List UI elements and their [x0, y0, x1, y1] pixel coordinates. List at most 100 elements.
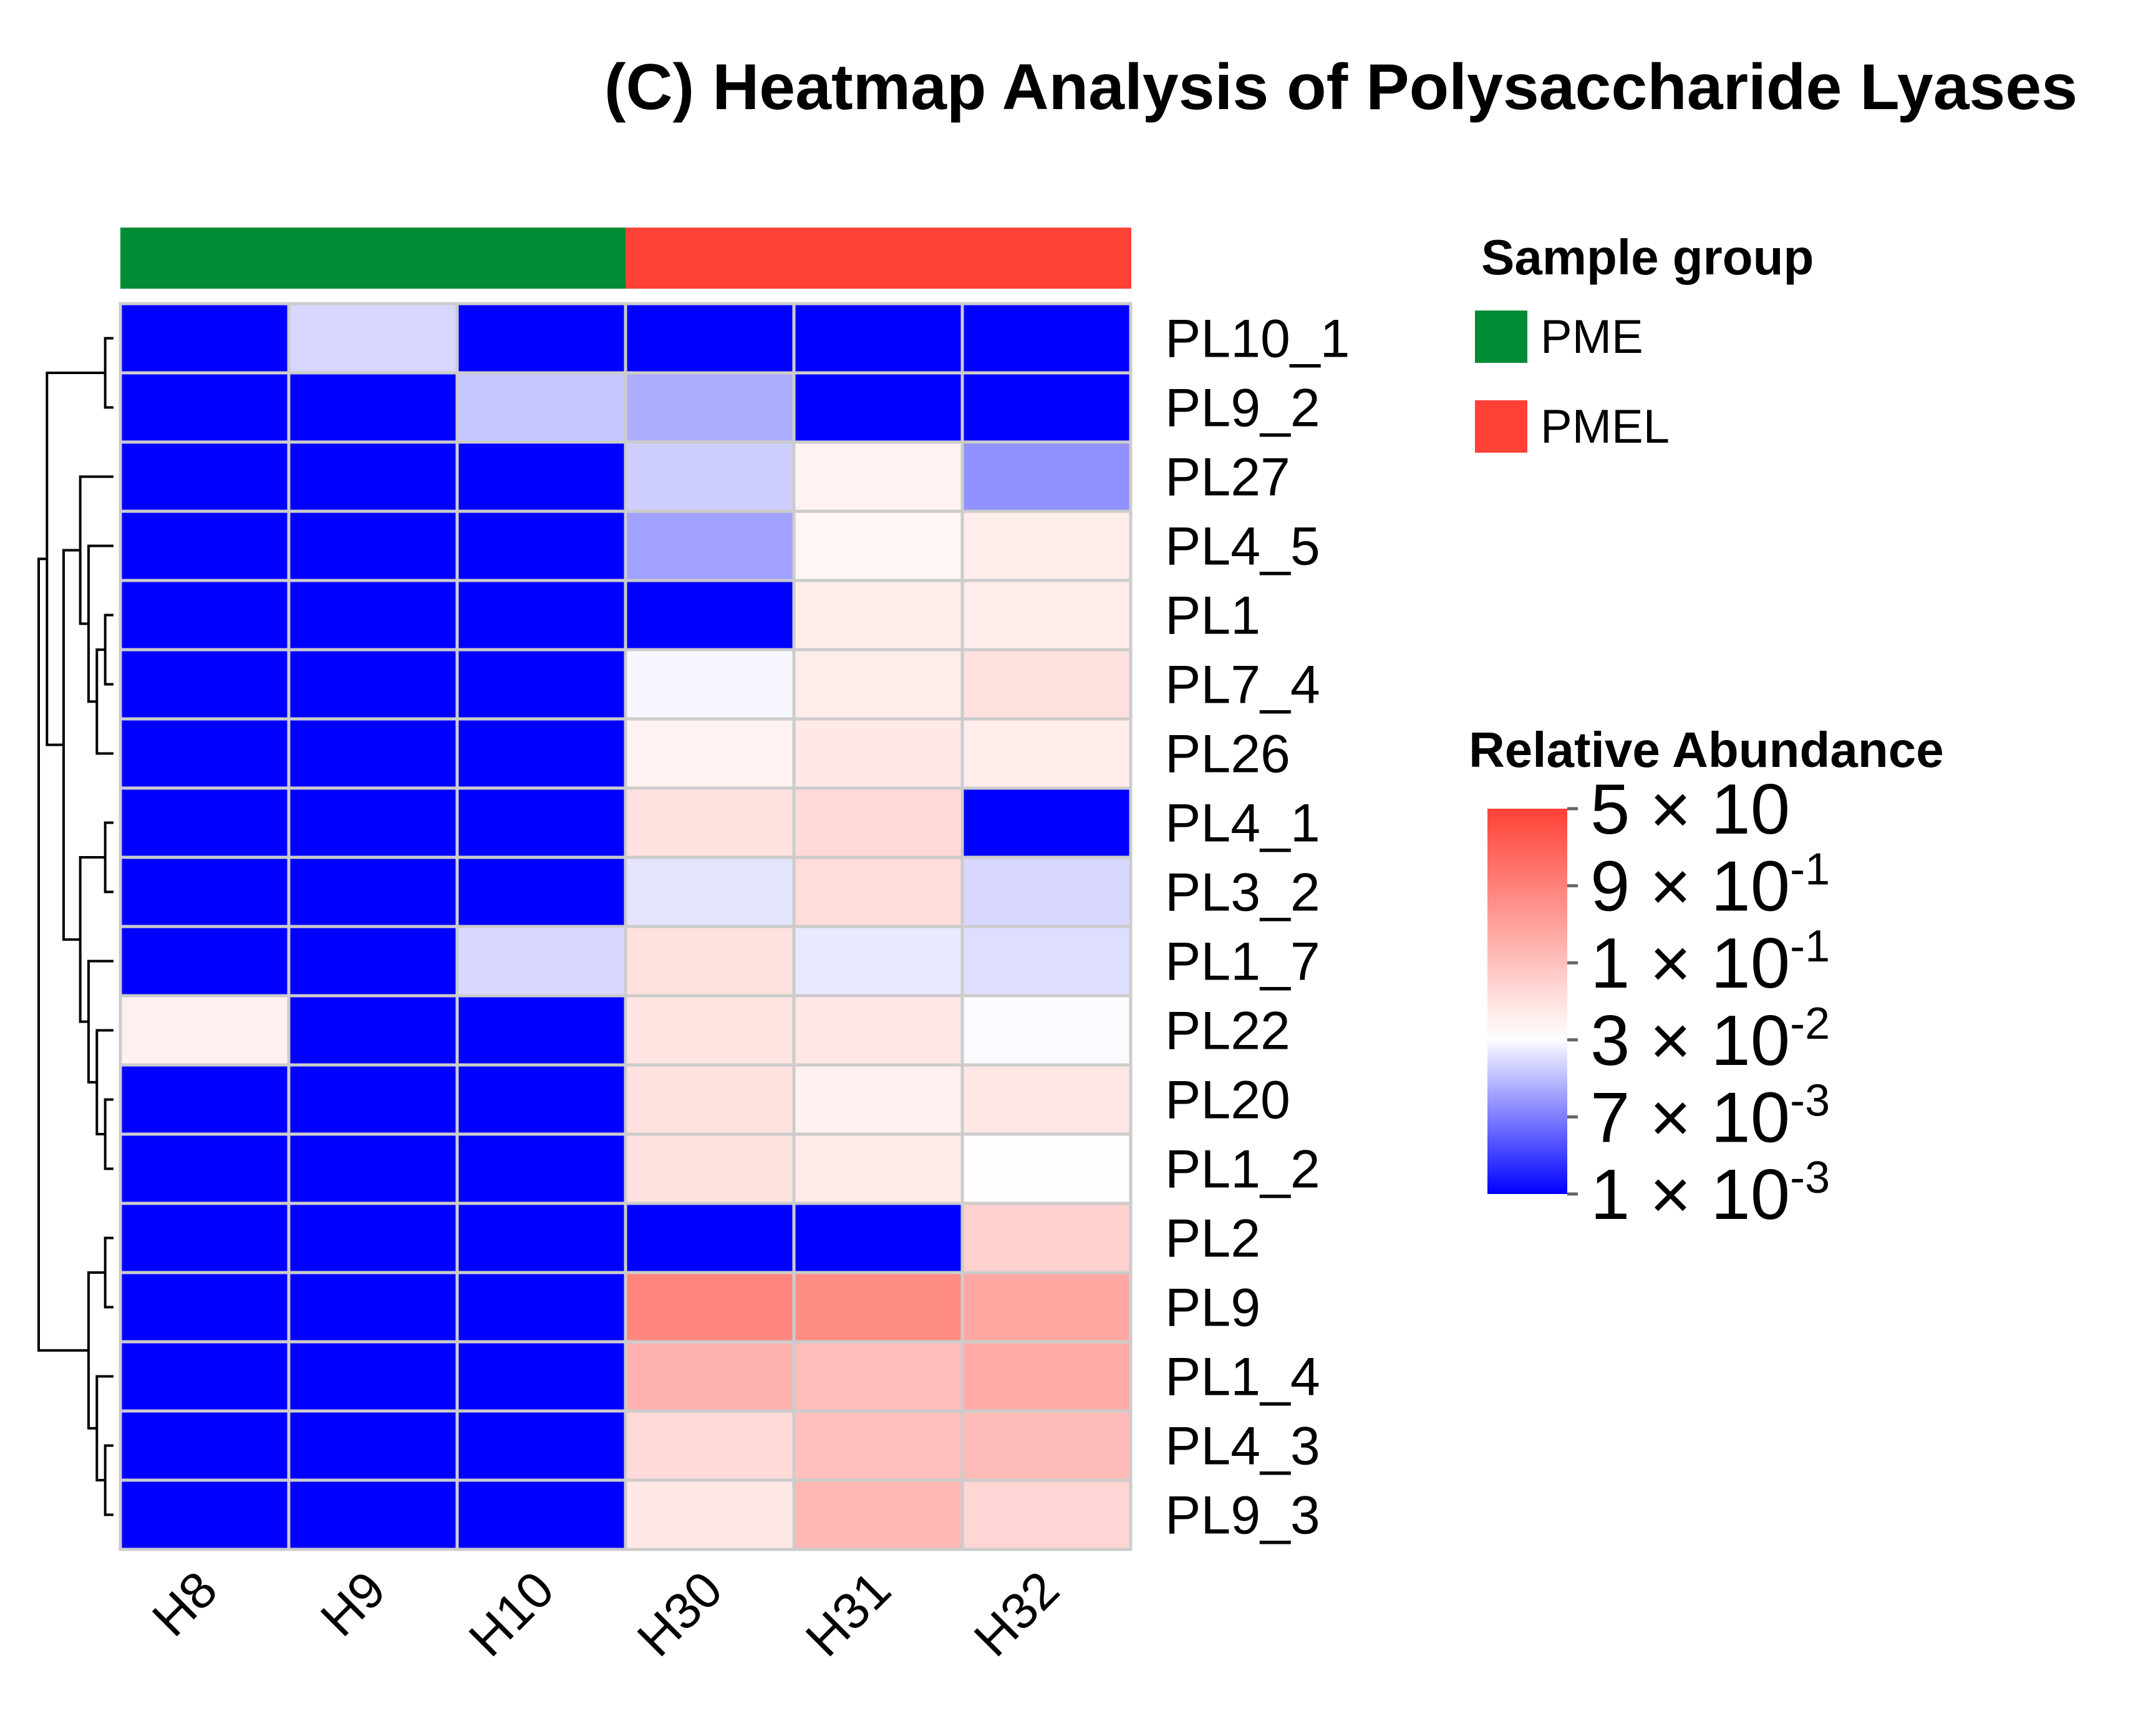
row-label: PL4_3	[1165, 1417, 1320, 1476]
cell-PL26-H31	[792, 717, 964, 790]
cell-PL20-H31	[792, 1063, 964, 1136]
cell-PL7_4-H10	[455, 648, 627, 721]
dendrogram-branch	[87, 544, 114, 703]
cell-PL4_1-H9	[287, 786, 459, 859]
cell-PL4_1-H30	[624, 786, 796, 859]
cell-PL9_2-H32	[960, 371, 1133, 444]
cell-PL9_2-H9	[287, 371, 459, 444]
heatmap-cells	[118, 302, 1133, 1551]
cell-PL1_4-H9	[287, 1340, 459, 1413]
dendrogram-branch	[87, 960, 114, 1084]
cell-PL1_4-H30	[624, 1340, 796, 1413]
row-label: PL1	[1165, 586, 1260, 646]
cell-PL26-H8	[118, 717, 291, 790]
cell-PL26-H9	[287, 717, 459, 790]
cell-PL1_4-H31	[792, 1340, 964, 1413]
cell-PL10_1-H8	[118, 302, 291, 375]
row-label: PL20	[1165, 1071, 1290, 1130]
cell-PL1_7-H9	[287, 925, 459, 998]
group-bar-H31	[794, 228, 963, 289]
row-label: PL9_3	[1165, 1486, 1320, 1546]
cell-PL4_5-H30	[624, 509, 796, 582]
cell-PL9_3-H10	[455, 1478, 627, 1551]
row-label: PL9_2	[1165, 378, 1320, 438]
cell-PL2-H10	[455, 1201, 627, 1274]
column-label: H30	[627, 1561, 733, 1667]
row-label: PL2	[1165, 1209, 1260, 1269]
cell-PL4_3-H31	[792, 1409, 964, 1482]
cell-PL27-H31	[792, 440, 964, 513]
row-label: PL27	[1165, 448, 1290, 508]
row-label: PL9	[1165, 1278, 1260, 1338]
cell-PL20-H10	[455, 1063, 627, 1136]
cell-PL4_5-H31	[792, 509, 964, 582]
cell-PL7_4-H32	[960, 648, 1133, 721]
cell-PL27-H30	[624, 440, 796, 513]
cell-PL9-H9	[287, 1271, 459, 1344]
color-scale-legend: Relative Abundance 5 × 109 × 10-11 × 10-…	[1469, 722, 1944, 1235]
cell-PL2-H9	[287, 1201, 459, 1274]
cell-PL3_2-H32	[960, 855, 1133, 928]
row-label: PL4_5	[1165, 517, 1320, 577]
cell-PL9_3-H31	[792, 1478, 964, 1551]
cell-PL10_1-H9	[287, 302, 459, 375]
cell-PL3_2-H8	[118, 855, 291, 928]
cell-PL4_1-H8	[118, 786, 291, 859]
sample-group-legend-title: Sample group	[1481, 229, 1814, 285]
column-label: H31	[795, 1561, 902, 1667]
cell-PL22-H10	[455, 994, 627, 1067]
dendrogram-branch	[104, 614, 114, 686]
cell-PL1-H30	[624, 579, 796, 652]
dendrogram-branch	[104, 1444, 114, 1516]
cell-PL1_7-H30	[624, 925, 796, 998]
cell-PL22-H8	[118, 994, 291, 1067]
cell-PL9-H31	[792, 1271, 964, 1344]
cell-PL3_2-H10	[455, 855, 627, 928]
cell-PL1-H9	[287, 579, 459, 652]
cell-PL10_1-H32	[960, 302, 1133, 375]
cell-PL9-H32	[960, 1271, 1133, 1344]
cell-PL22-H9	[287, 994, 459, 1067]
cell-PL7_4-H9	[287, 648, 459, 721]
legend-label-pmel: PMEL	[1540, 400, 1670, 453]
cell-PL1_4-H10	[455, 1340, 627, 1413]
cell-PL4_1-H31	[792, 786, 964, 859]
row-label: PL10_1	[1165, 309, 1350, 369]
group-bar-H30	[626, 228, 795, 289]
group-bar-H9	[289, 228, 458, 289]
cell-PL9-H8	[118, 1271, 291, 1344]
cell-PL1_2-H8	[118, 1132, 291, 1205]
cell-PL10_1-H30	[624, 302, 796, 375]
cell-PL4_1-H32	[960, 786, 1133, 859]
scale-tick-label: 7 × 10-3	[1590, 1076, 1830, 1157]
scale-tick-label: 5 × 10	[1590, 770, 1790, 849]
cell-PL20-H32	[960, 1063, 1133, 1136]
cell-PL9_2-H30	[624, 371, 796, 444]
dendrogram-branch	[62, 549, 80, 941]
column-label: H9	[310, 1561, 396, 1647]
cell-PL1_4-H8	[118, 1340, 291, 1413]
cell-PL1_7-H8	[118, 925, 291, 998]
cell-PL1_7-H32	[960, 925, 1133, 998]
column-label: H32	[964, 1561, 1070, 1667]
cell-PL9_3-H8	[118, 1478, 291, 1551]
cell-PL2-H31	[792, 1201, 964, 1274]
dendrogram-branch	[104, 337, 114, 409]
dendrogram-branch	[79, 475, 114, 625]
cell-PL20-H9	[287, 1063, 459, 1136]
column-label: H8	[142, 1561, 228, 1647]
row-label: PL4_1	[1165, 794, 1320, 854]
cell-PL4_5-H10	[455, 509, 627, 582]
cell-PL3_2-H30	[624, 855, 796, 928]
cell-PL4_3-H10	[455, 1409, 627, 1482]
cell-PL20-H30	[624, 1063, 796, 1136]
scale-tick-label: 3 × 10-2	[1590, 999, 1830, 1081]
cell-PL1_2-H9	[287, 1132, 459, 1205]
cell-PL7_4-H31	[792, 648, 964, 721]
cell-PL7_4-H30	[624, 648, 796, 721]
cell-PL1_2-H31	[792, 1132, 964, 1205]
cell-PL1-H10	[455, 579, 627, 652]
dendrogram-branch	[79, 856, 105, 1023]
cell-PL9_3-H32	[960, 1478, 1133, 1551]
